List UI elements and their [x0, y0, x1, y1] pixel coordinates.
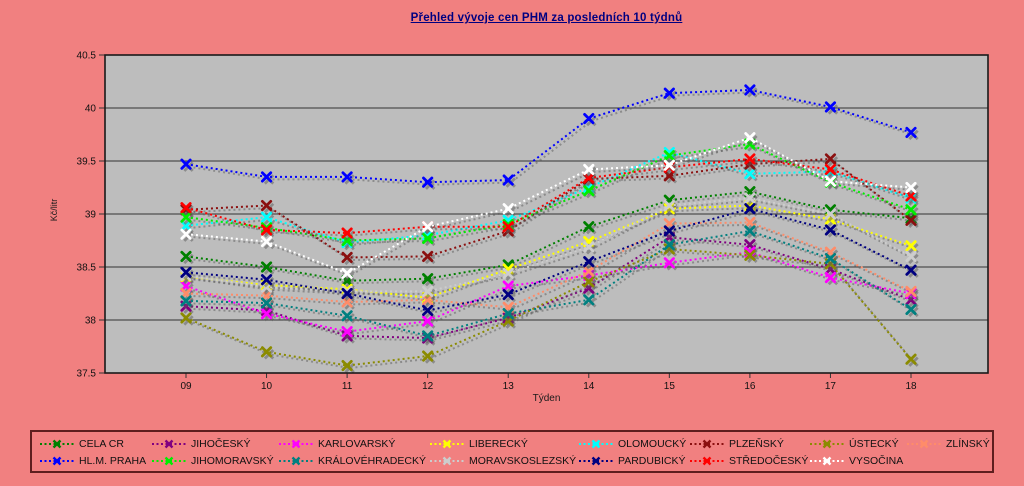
legend-item-STŘEDOČESKÝ: STŘEDOČESKÝ — [690, 454, 808, 468]
svg-text:13: 13 — [503, 381, 515, 392]
series-VYSOČINA — [180, 132, 919, 282]
legend-item-HL.M. PRAHA: HL.M. PRAHA — [40, 454, 146, 468]
series-marker-icon — [40, 456, 74, 466]
x-tick-labels: 09 10 11 12 13 14 15 16 17 18 — [180, 381, 917, 392]
svg-text:37.5: 37.5 — [77, 369, 97, 380]
plot-border — [104, 54, 989, 374]
y-axis-label: Kč/litr — [49, 198, 59, 222]
svg-text:11: 11 — [342, 381, 353, 392]
legend-item-JIHOČESKÝ: JIHOČESKÝ — [152, 437, 251, 451]
legend-item-PLZEŇSKÝ: PLZEŇSKÝ — [690, 437, 784, 451]
legend-item-VYSOČINA: VYSOČINA — [810, 454, 903, 468]
legend-label: PLZEŇSKÝ — [729, 438, 784, 450]
plot-area: 37.5 38 38.5 39 39.5 40 40.5 09 10 11 12 13 14 15 16 17… — [77, 51, 989, 392]
svg-text:09: 09 — [180, 381, 192, 392]
svg-text:38.5: 38.5 — [77, 263, 97, 274]
svg-text:38: 38 — [85, 316, 97, 327]
legend-label: STŘEDOČESKÝ — [729, 455, 809, 467]
legend-item-LIBERECKÝ: LIBERECKÝ — [430, 437, 528, 451]
legend-item-ZLÍNSKÝ: ZLÍNSKÝ — [907, 437, 990, 451]
series-marker-icon — [430, 456, 464, 466]
series-PARDUBICKÝ — [180, 203, 919, 319]
legend-item-ÚSTECKÝ: ÚSTECKÝ — [810, 437, 899, 451]
x-axis-label: Týden — [532, 393, 561, 404]
series-HL.M. PRAHA — [180, 84, 919, 190]
legend-item-OLOMOUCKÝ: OLOMOUCKÝ — [579, 437, 686, 451]
series-KARLOVARSKÝ — [180, 246, 919, 340]
legend-label: HL.M. PRAHA — [79, 455, 147, 467]
svg-text:40.5: 40.5 — [77, 51, 97, 62]
svg-text:39.5: 39.5 — [77, 157, 97, 168]
chart-title: Přehled vývoje cen PHM za posledních 10 … — [410, 12, 683, 24]
svg-text:17: 17 — [825, 381, 837, 392]
svg-text:18: 18 — [905, 381, 917, 392]
series-marker-icon — [152, 439, 186, 449]
legend-item-KARLOVARSKÝ: KARLOVARSKÝ — [279, 437, 395, 451]
series-marker-icon — [579, 439, 613, 449]
legend-label: JIHOČESKÝ — [191, 438, 251, 450]
legend-label: MORAVSKOSLEZSKÝ — [469, 455, 577, 467]
series-marker-icon — [907, 439, 941, 449]
legend: CELA CR JIHOČESKÝ KARLOVARSKÝ LIBERECKÝ OLOM… — [30, 430, 994, 473]
legend-label: OLOMOUCKÝ — [618, 438, 687, 450]
legend-label: LIBERECKÝ — [469, 438, 528, 450]
series-marker-icon — [152, 456, 186, 466]
svg-text:12: 12 — [422, 381, 434, 392]
legend-label: VYSOČINA — [849, 455, 904, 467]
svg-text:39: 39 — [85, 210, 97, 221]
series-marker-icon — [430, 439, 464, 449]
svg-text:16: 16 — [744, 381, 756, 392]
legend-label: PARDUBICKÝ — [618, 455, 686, 467]
series-marker-icon — [810, 456, 844, 466]
price-trend-chart: 37.5 38 38.5 39 39.5 40 40.5 09 10 11 12 13 14 15 16 17… — [77, 51, 989, 392]
legend-item-JIHOMORAVSKÝ: JIHOMORAVSKÝ — [152, 454, 274, 468]
legend-label: KARLOVARSKÝ — [318, 438, 396, 450]
series-marker-icon — [40, 439, 74, 449]
series-marker-icon — [279, 456, 313, 466]
svg-text:14: 14 — [583, 381, 595, 392]
legend-label: JIHOMORAVSKÝ — [191, 455, 274, 467]
legend-label: ZLÍNSKÝ — [946, 438, 990, 450]
gridlines — [99, 54, 988, 378]
series-marker-icon — [690, 439, 724, 449]
legend-item-KRÁLOVÉHRADECKÝ: KRÁLOVÉHRADECKÝ — [279, 454, 426, 468]
svg-text:10: 10 — [261, 381, 273, 392]
legend-label: ÚSTECKÝ — [849, 438, 899, 450]
series-marker-icon — [279, 439, 313, 449]
series-marker-icon — [810, 439, 844, 449]
series-marker-icon — [579, 456, 613, 466]
legend-label: KRÁLOVÉHRADECKÝ — [318, 455, 426, 467]
svg-text:40: 40 — [85, 104, 97, 115]
legend-label: CELA CR — [79, 438, 124, 450]
series-marker-icon — [690, 456, 724, 466]
svg-text:15: 15 — [664, 381, 676, 392]
legend-item-CELA CR: CELA CR — [40, 437, 124, 451]
y-tick-labels: 37.5 38 38.5 39 39.5 40 40.5 — [77, 51, 97, 380]
legend-item-MORAVSKOSLEZSKÝ: MORAVSKOSLEZSKÝ — [430, 454, 576, 468]
series-KRÁLOVÉHRADECKÝ — [180, 225, 919, 344]
legend-item-PARDUBICKÝ: PARDUBICKÝ — [579, 454, 686, 468]
